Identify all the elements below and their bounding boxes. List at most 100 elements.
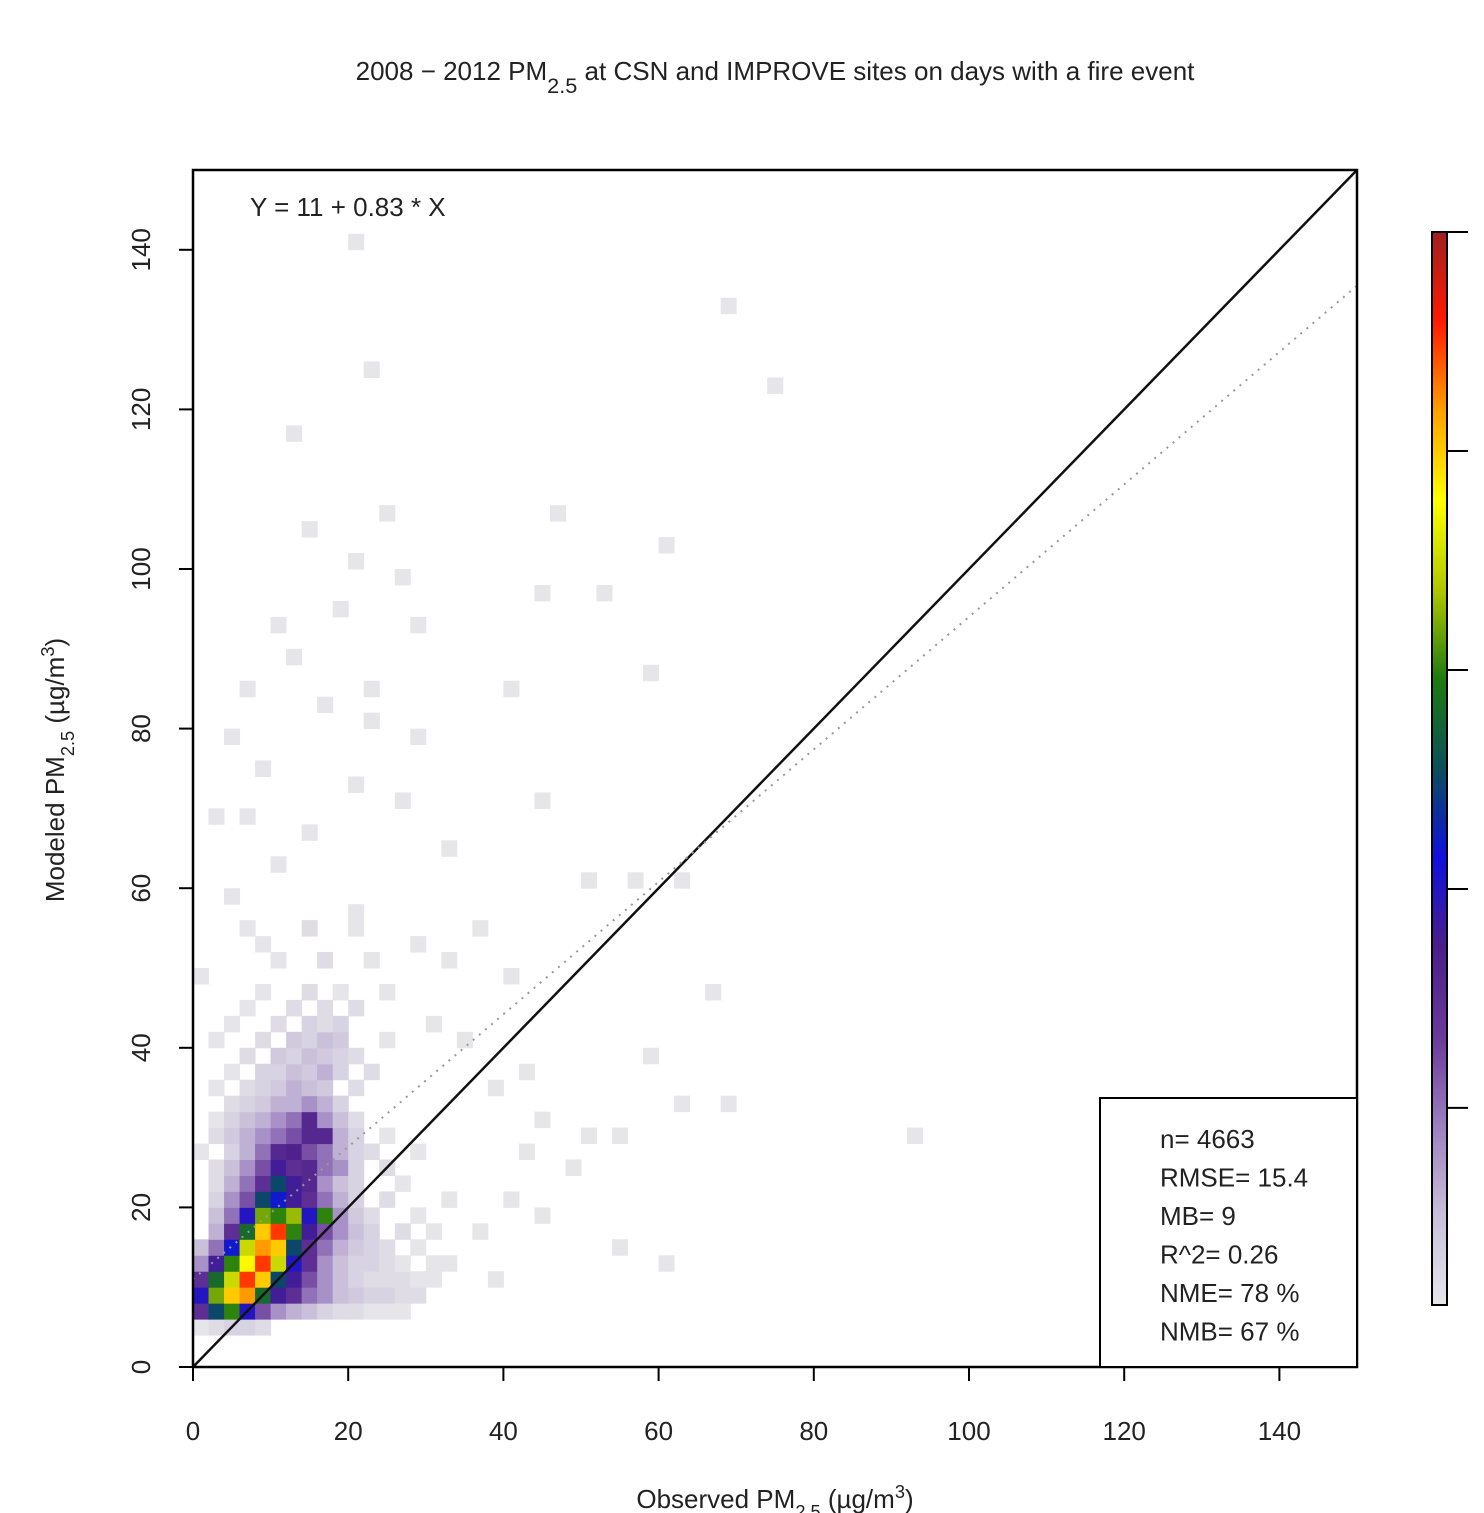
bin-cell bbox=[379, 1031, 396, 1049]
bin-cell bbox=[503, 680, 520, 698]
bin-cell bbox=[317, 952, 334, 969]
bin-cell bbox=[317, 1079, 334, 1097]
bin-cell bbox=[255, 760, 272, 777]
bin-cell bbox=[239, 999, 256, 1017]
x-axis-label-part: (µg/m bbox=[821, 1484, 895, 1513]
bin-cell bbox=[674, 872, 691, 889]
bin-cell bbox=[224, 1143, 241, 1161]
bin-cell bbox=[239, 1287, 256, 1304]
bin-cell bbox=[549, 505, 566, 522]
bin-cell bbox=[332, 1239, 349, 1256]
bin-cell bbox=[317, 696, 334, 714]
bin-cell bbox=[332, 600, 349, 618]
bin-cell bbox=[627, 872, 644, 889]
bin-cell bbox=[332, 1111, 349, 1129]
bin-cell bbox=[255, 1255, 272, 1272]
bin-cell bbox=[363, 1287, 380, 1304]
bin-cell bbox=[518, 1143, 535, 1161]
bin-cell bbox=[410, 1143, 427, 1161]
bin-cell bbox=[348, 1255, 365, 1272]
bin-cell bbox=[255, 1111, 272, 1129]
y-axis-label-part: 3 bbox=[38, 647, 58, 657]
bin-cell bbox=[239, 1271, 256, 1288]
bin-cell bbox=[534, 1111, 551, 1129]
bin-cell bbox=[208, 1175, 225, 1192]
bin-cell bbox=[301, 1223, 318, 1240]
bin-cell bbox=[379, 1127, 396, 1145]
bin-cell bbox=[317, 1239, 334, 1256]
bin-cell bbox=[301, 1159, 318, 1176]
bin-cell bbox=[255, 1223, 272, 1240]
x-axis-label: Observed PM2.5 (µg/m3) bbox=[636, 1482, 913, 1513]
bin-cell bbox=[317, 1255, 334, 1272]
bin-cell bbox=[317, 1095, 334, 1113]
y-tick-label: 40 bbox=[126, 1033, 156, 1062]
bin-cell bbox=[208, 1159, 225, 1176]
bin-cell bbox=[255, 1127, 272, 1145]
bin-cell bbox=[348, 233, 365, 251]
bin-cell bbox=[239, 680, 256, 698]
bin-cell bbox=[410, 1239, 427, 1256]
bin-cell bbox=[301, 1191, 318, 1208]
bin-cell bbox=[379, 1271, 396, 1288]
bin-cell bbox=[255, 1175, 272, 1192]
bin-cell bbox=[363, 1239, 380, 1256]
bin-cell bbox=[224, 1223, 241, 1240]
bin-cell bbox=[317, 1159, 334, 1176]
bin-cell bbox=[224, 728, 241, 746]
x-axis-label-part: 3 bbox=[895, 1482, 905, 1502]
bin-cell bbox=[301, 983, 318, 1001]
bin-cell bbox=[348, 999, 365, 1017]
y-tick-label: 100 bbox=[126, 547, 156, 590]
bin-cell bbox=[270, 1207, 287, 1224]
bin-cell bbox=[348, 1111, 365, 1129]
bin-cell bbox=[906, 1127, 923, 1145]
bin-cell bbox=[317, 1287, 334, 1304]
bin-cell bbox=[208, 1255, 225, 1272]
bin-cell bbox=[332, 1143, 349, 1161]
bin-cell bbox=[255, 1063, 272, 1081]
stats-line: n= 4663 bbox=[1160, 1124, 1255, 1154]
bin-cell bbox=[410, 728, 427, 746]
bin-cell bbox=[394, 569, 411, 586]
bin-cell bbox=[317, 1063, 334, 1081]
bin-cell bbox=[348, 1207, 365, 1224]
bin-cell bbox=[255, 1319, 272, 1336]
bin-cell bbox=[286, 1159, 303, 1176]
bin-cell bbox=[518, 1063, 535, 1081]
bin-cell bbox=[581, 872, 598, 889]
bin-cell bbox=[224, 1159, 241, 1176]
bin-cell bbox=[270, 1063, 287, 1081]
bin-cell bbox=[534, 792, 551, 809]
bin-cell bbox=[332, 1063, 349, 1081]
bin-cell bbox=[193, 1319, 210, 1336]
bin-cell bbox=[596, 584, 613, 602]
bin-cell bbox=[270, 1223, 287, 1240]
bin-cell bbox=[301, 1015, 318, 1033]
bin-cell bbox=[224, 1271, 241, 1288]
bin-cell bbox=[348, 1047, 365, 1065]
bin-cell bbox=[317, 1127, 334, 1145]
bin-cell bbox=[255, 1079, 272, 1097]
bin-cell bbox=[379, 1287, 396, 1304]
bin-cell bbox=[348, 1271, 365, 1288]
bin-cell bbox=[224, 1095, 241, 1113]
x-tick-label: 100 bbox=[947, 1416, 990, 1446]
bin-cell bbox=[208, 1191, 225, 1208]
bin-cell bbox=[270, 1127, 287, 1145]
colorbar bbox=[1431, 231, 1448, 1306]
bin-cell bbox=[317, 1015, 334, 1033]
bin-cell bbox=[301, 1255, 318, 1272]
bin-cell bbox=[394, 1255, 411, 1272]
bin-cell bbox=[348, 920, 365, 937]
bin-cell bbox=[270, 1287, 287, 1304]
bin-cell bbox=[332, 1175, 349, 1192]
bin-cell bbox=[286, 1143, 303, 1161]
bin-cell bbox=[394, 1175, 411, 1192]
bin-cell bbox=[301, 1111, 318, 1129]
bin-cell bbox=[301, 1271, 318, 1288]
x-tick-label: 80 bbox=[799, 1416, 828, 1446]
bin-cell bbox=[348, 776, 365, 793]
bin-cell bbox=[332, 1015, 349, 1033]
